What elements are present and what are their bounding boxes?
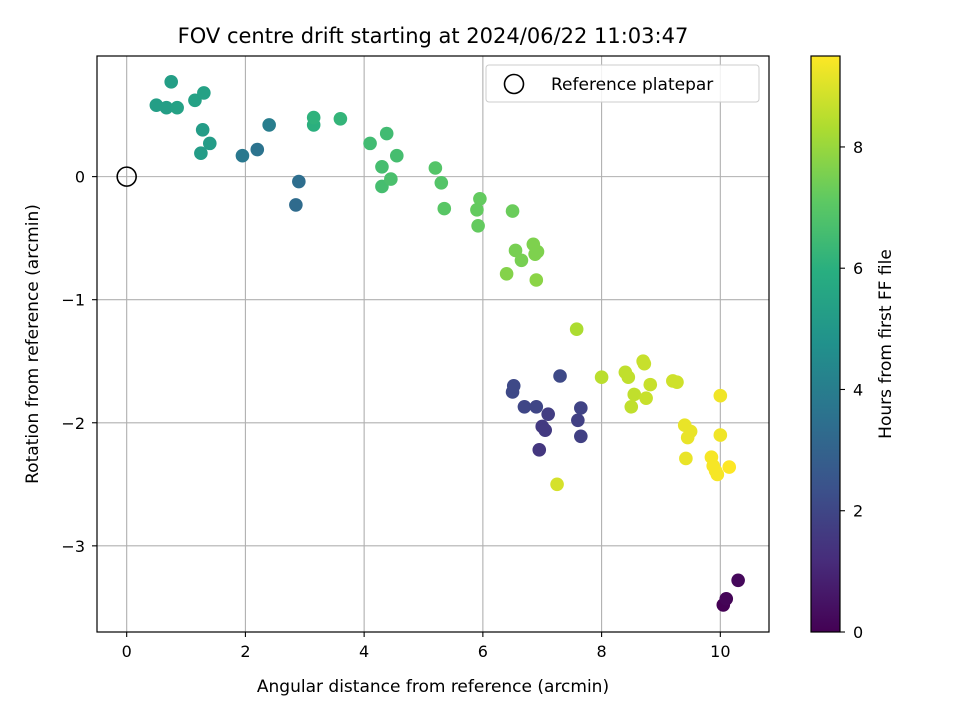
colorbar-tick-label: 2 — [853, 502, 863, 521]
scatter-point — [437, 201, 452, 216]
scatter-point — [473, 191, 487, 206]
scatter-point — [506, 379, 521, 393]
scatter-points — [149, 75, 745, 612]
scatter-point — [538, 423, 552, 437]
scatter-point — [195, 123, 210, 137]
scatter-point — [514, 253, 529, 268]
scatter-point — [235, 148, 250, 163]
scatter-point — [384, 172, 398, 186]
scatter-point — [594, 370, 609, 385]
scatter-point — [379, 126, 394, 141]
scatter-point — [159, 100, 174, 115]
scatter-point — [643, 377, 658, 392]
chart-title: FOV centre drift starting at 2024/06/22 … — [178, 24, 689, 48]
scatter-point — [719, 591, 734, 606]
grid-lines — [97, 56, 769, 632]
x-axis-label: Angular distance from reference (arcmin) — [257, 677, 609, 697]
colorbar: 0 2 4 6 8 Hours from first FF file — [810, 55, 896, 642]
reference-platepar-marker — [116, 166, 137, 187]
x-tick-label: 10 — [710, 642, 730, 661]
scatter-point — [710, 467, 725, 482]
scatter-point — [550, 477, 564, 492]
scatter-point — [170, 100, 184, 115]
scatter-point — [375, 159, 389, 174]
scatter-point — [574, 401, 588, 415]
scatter-point — [574, 429, 588, 444]
scatter-point — [722, 460, 737, 474]
scatter-point — [731, 573, 745, 588]
colorbar-gradient — [810, 55, 841, 633]
scatter-point — [529, 273, 544, 287]
scatter-point — [508, 243, 523, 258]
scatter-point — [471, 219, 485, 233]
scatter-point — [428, 161, 443, 175]
scatter-point — [571, 413, 585, 428]
scatter-point — [499, 267, 514, 281]
scatter-point — [292, 174, 306, 189]
scatter-point — [306, 110, 321, 125]
scatter-point — [713, 428, 728, 442]
colorbar-tick-label: 4 — [853, 380, 863, 399]
scatter-point — [532, 443, 547, 457]
scatter-point — [529, 399, 544, 414]
colorbar-label: Hours from first FF file — [876, 249, 896, 439]
scatter-point — [289, 198, 303, 212]
x-tick-label: 4 — [359, 642, 369, 661]
scatter-point — [194, 146, 208, 161]
scatter-point — [541, 407, 555, 421]
scatter-point — [553, 369, 567, 383]
plot-area — [96, 55, 770, 633]
y-axis-ticks: 0 −1 −2 −3 — [61, 168, 97, 556]
scatter-point — [670, 375, 684, 389]
scatter-point — [202, 136, 217, 151]
scatter-point — [434, 175, 449, 190]
scatter-point — [639, 391, 653, 405]
scatter-point — [621, 370, 636, 385]
scatter-point — [250, 142, 265, 157]
colorbar-ticks: 0 2 4 6 8 — [840, 138, 863, 642]
y-tick-label: 0 — [75, 168, 85, 187]
colorbar-tick-label: 6 — [853, 259, 863, 278]
x-axis-ticks: 0 2 4 6 8 10 — [122, 632, 731, 661]
y-tick-label: −2 — [61, 414, 85, 433]
scatter-point — [363, 136, 377, 151]
scatter-point — [713, 388, 728, 403]
scatter-point — [517, 399, 532, 414]
scatter-point — [569, 322, 584, 337]
scatter-point — [624, 399, 639, 414]
x-tick-label: 8 — [596, 642, 606, 661]
scatter-point — [505, 204, 520, 218]
scatter-point — [164, 75, 179, 89]
legend-box — [485, 64, 760, 103]
y-tick-label: −3 — [61, 537, 85, 556]
colorbar-tick-label: 0 — [853, 623, 863, 642]
scatter-point — [683, 424, 698, 439]
scatter-point — [262, 118, 276, 132]
x-tick-label: 2 — [240, 642, 250, 661]
scatter-point — [389, 148, 404, 163]
scatter-point — [333, 111, 348, 126]
legend-marker — [503, 73, 525, 95]
scatter-point — [528, 247, 542, 261]
x-tick-label: 6 — [478, 642, 488, 661]
scatter-point — [197, 86, 211, 100]
y-tick-label: −1 — [61, 291, 85, 310]
scatter-point — [679, 451, 693, 466]
colorbar-tick-label: 8 — [853, 138, 863, 157]
plot-frame — [96, 55, 770, 633]
legend: Reference platepar — [485, 64, 760, 103]
scatter-point — [637, 356, 652, 371]
y-axis-label: Rotation from reference (arcmin) — [23, 204, 43, 484]
scatter-point — [470, 203, 484, 217]
x-tick-label: 0 — [122, 642, 132, 661]
legend-label: Reference platepar — [551, 75, 713, 95]
scatter-point — [627, 387, 642, 402]
